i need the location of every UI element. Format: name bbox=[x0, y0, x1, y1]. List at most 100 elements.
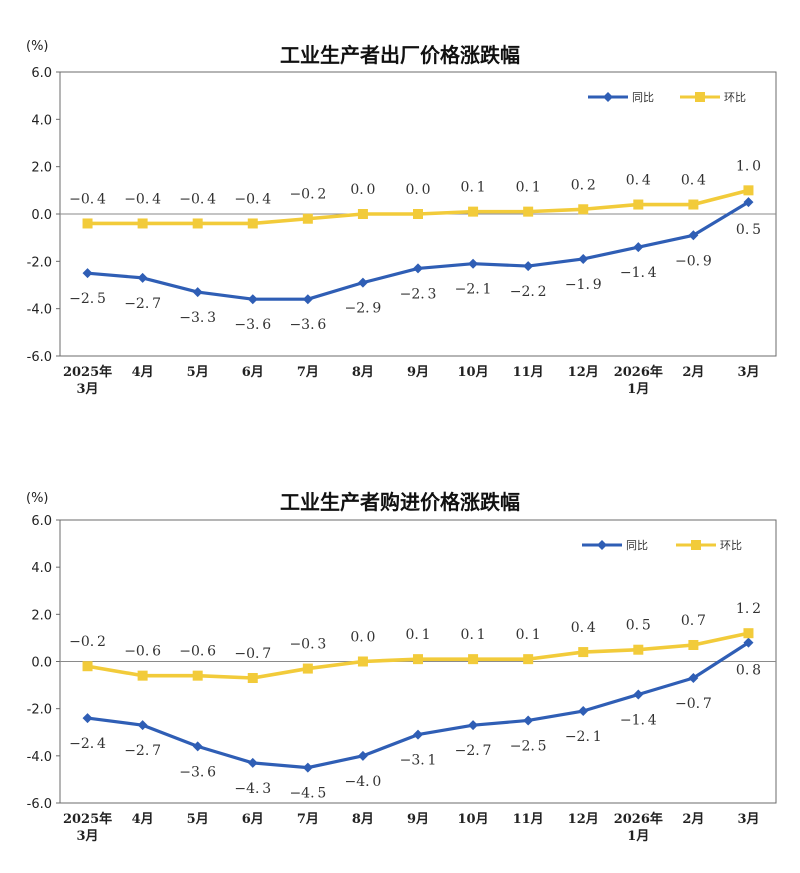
x-tick-label: 5月 bbox=[187, 812, 209, 827]
x-tick-label: 9月 bbox=[407, 812, 429, 827]
chart-title: 工业生产者购进价格涨跌幅 bbox=[280, 490, 520, 514]
mom-data-label: 0. 7 bbox=[681, 613, 706, 629]
x-tick-label-line: 2026年 bbox=[614, 811, 663, 827]
chart-panel-purchase-price: 工业生产者购进价格涨跌幅 (%) 6.0 4.0 2.0 0.0 -2.0 -4.0 -6.… bbox=[0, 450, 800, 873]
x-tick-label: 4月 bbox=[132, 365, 154, 380]
yoy-point-marker bbox=[633, 689, 644, 700]
x-tick-label: 11月 bbox=[513, 365, 544, 380]
mom-point-marker bbox=[688, 199, 699, 210]
y-tick-label: 6.0 bbox=[31, 514, 52, 529]
x-tick-label-line: 11月 bbox=[513, 365, 544, 380]
mom-data-label: 0. 4 bbox=[571, 620, 596, 636]
yoy-point-marker bbox=[302, 762, 313, 773]
yoy-data-label: −1. 4 bbox=[620, 265, 657, 281]
yoy-data-label: −4. 0 bbox=[345, 774, 382, 790]
x-tick-label: 7月 bbox=[297, 365, 319, 380]
mom-data-label: −0. 7 bbox=[234, 646, 271, 662]
y-tick-label: 2.0 bbox=[31, 608, 52, 623]
x-tick-label-line: 8月 bbox=[352, 812, 374, 827]
x-tick-label-line: 10月 bbox=[458, 365, 489, 380]
x-tick-label: 6月 bbox=[242, 365, 264, 380]
yoy-data-label: −2. 1 bbox=[565, 729, 602, 745]
x-tick-label: 2026年 1月 bbox=[614, 811, 663, 844]
mom-data-label: −0. 6 bbox=[124, 644, 161, 660]
x-tick-label-line: 5月 bbox=[187, 365, 209, 380]
x-tick-label: 3月 bbox=[737, 365, 759, 380]
x-tick-label-line: 4月 bbox=[132, 365, 154, 380]
yoy-data-label: −2. 7 bbox=[455, 743, 492, 759]
yoy-data-label: 0. 8 bbox=[736, 663, 761, 679]
yoy-point-marker bbox=[523, 715, 534, 726]
yoy-data-label: −1. 4 bbox=[620, 713, 657, 729]
x-tick-label: 6月 bbox=[242, 812, 264, 827]
mom-data-label: −0. 4 bbox=[179, 191, 216, 207]
mom-data-label: −0. 2 bbox=[69, 634, 106, 650]
y-tick-label: -4.0 bbox=[27, 303, 52, 318]
mom-point-marker bbox=[82, 661, 93, 672]
mom-data-label: −0. 3 bbox=[289, 637, 326, 653]
yoy-data-label: −3. 3 bbox=[179, 310, 216, 326]
x-tick-label-line: 1月 bbox=[627, 829, 649, 844]
yoy-point-marker bbox=[578, 253, 589, 264]
y-tick-label: 0.0 bbox=[31, 208, 52, 223]
yoy-point-marker bbox=[688, 230, 699, 241]
yoy-data-label: −3. 6 bbox=[179, 764, 216, 780]
yoy-data-label: −2. 7 bbox=[124, 743, 161, 759]
yoy-point-marker bbox=[578, 706, 589, 717]
yoy-point-marker bbox=[137, 272, 148, 283]
yoy-point-marker bbox=[137, 720, 148, 731]
x-tick-label: 12月 bbox=[568, 812, 599, 827]
mom-point-marker bbox=[192, 218, 203, 229]
y-tick-label: -6.0 bbox=[27, 350, 52, 365]
yoy-data-label: −2. 9 bbox=[345, 301, 382, 317]
x-tick-label-line: 7月 bbox=[297, 365, 319, 380]
yoy-point-marker bbox=[247, 757, 258, 768]
mom-point-marker bbox=[633, 199, 644, 210]
yoy-point-marker bbox=[413, 729, 423, 740]
mom-point-marker bbox=[743, 628, 754, 639]
mom-data-label: −0. 6 bbox=[179, 644, 216, 660]
x-tick-label-line: 6月 bbox=[242, 812, 264, 827]
chart-panel-output-price: 工业生产者出厂价格涨跌幅 (%) 6.0 4.0 2.0 0.0 -2.0 -4.0 -6.… bbox=[0, 0, 800, 430]
x-tick-label-line: 4月 bbox=[132, 812, 154, 827]
yoy-data-label: −2. 4 bbox=[69, 736, 106, 752]
yoy-data-label: −3. 1 bbox=[400, 753, 437, 769]
x-tick-label-line: 8月 bbox=[352, 365, 374, 380]
yoy-point-marker bbox=[192, 741, 203, 752]
mom-point-marker bbox=[578, 204, 589, 215]
mom-point-marker bbox=[192, 670, 203, 681]
x-tick-label: 2026年 1月 bbox=[614, 364, 663, 397]
mom-point-marker bbox=[688, 639, 699, 650]
mom-data-label: 0. 1 bbox=[516, 180, 541, 196]
x-tick-label: 2月 bbox=[682, 812, 704, 827]
mom-data-label: 0. 1 bbox=[516, 627, 541, 643]
yoy-data-label: −2. 3 bbox=[400, 286, 437, 302]
legend-yoy-label: 同比 bbox=[632, 91, 654, 104]
x-tick-label-line: 2025年 bbox=[63, 811, 112, 827]
y-tick-label: 6.0 bbox=[31, 66, 52, 81]
mom-data-label: 0. 0 bbox=[350, 182, 375, 198]
line-chart-output-price: 6.0 4.0 2.0 0.0 -2.0 -4.0 -6.0 2025年 3月 4月 5月 6月 7月 8… bbox=[27, 66, 777, 397]
x-tick-label: 11月 bbox=[513, 812, 544, 827]
y-tick-label: -2.0 bbox=[27, 703, 52, 718]
y-tick-label: 2.0 bbox=[31, 161, 52, 176]
x-tick-label: 9月 bbox=[407, 365, 429, 380]
yoy-data-label: −3. 6 bbox=[234, 317, 271, 333]
x-tick-label-line: 12月 bbox=[568, 365, 599, 380]
mom-point-marker bbox=[413, 209, 423, 219]
mom-point-marker bbox=[357, 656, 368, 667]
x-tick-label-line: 7月 bbox=[297, 812, 319, 827]
yoy-point-marker bbox=[82, 268, 93, 279]
x-tick-label-line: 2月 bbox=[682, 812, 704, 827]
x-tick-label: 2月 bbox=[682, 365, 704, 380]
yoy-data-label: 0. 5 bbox=[736, 222, 761, 238]
line-chart-purchase-price: 6.0 4.0 2.0 0.0 -2.0 -4.0 -6.0 2025年 3月 4月 5月 6月 7月 8… bbox=[27, 514, 777, 844]
yoy-point-marker bbox=[633, 242, 644, 253]
mom-data-label: 0. 5 bbox=[626, 618, 651, 634]
mom-point-marker bbox=[468, 654, 479, 665]
yoy-data-label: −2. 7 bbox=[124, 296, 161, 312]
mom-data-label: 0. 0 bbox=[405, 182, 430, 198]
mom-point-marker bbox=[523, 206, 534, 217]
legend-mom-marker bbox=[695, 92, 705, 102]
x-tick-label: 8月 bbox=[352, 365, 374, 380]
